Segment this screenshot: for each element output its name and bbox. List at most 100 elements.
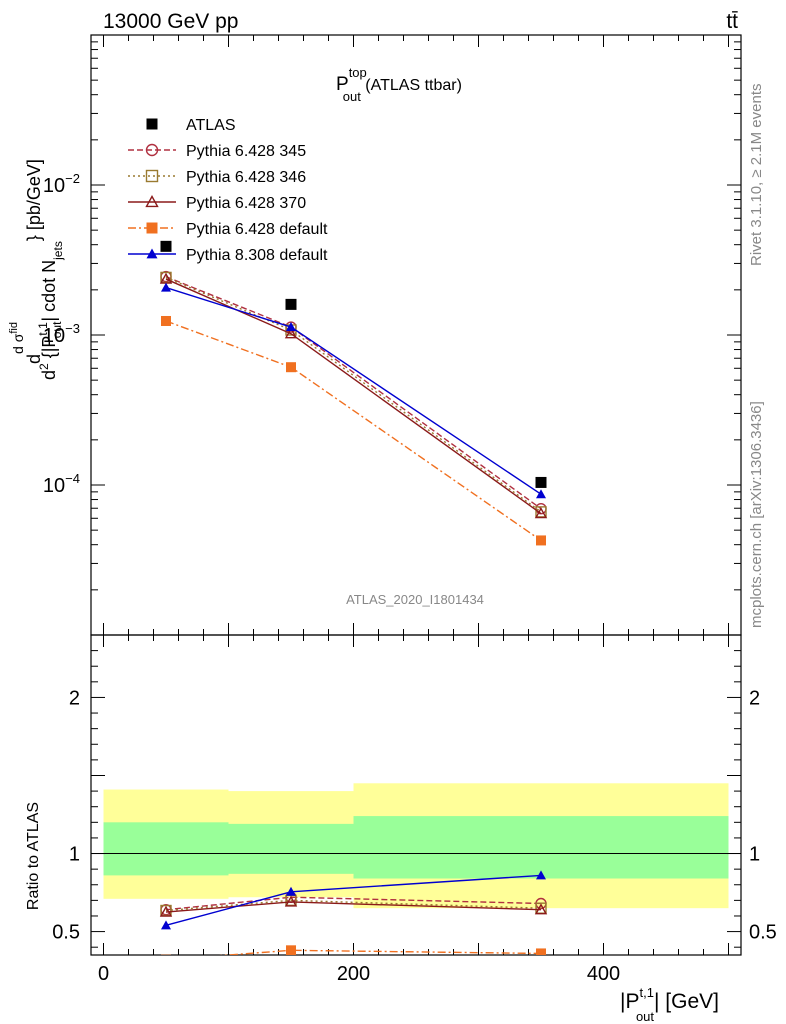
ratio-point-2-0	[159, 905, 173, 917]
x-tick-label-200: 200	[337, 963, 370, 985]
legend-marker	[145, 195, 159, 208]
y-tick-base: 10	[43, 175, 65, 197]
ylab-p: {|P	[39, 336, 59, 364]
header-right: tt̄	[726, 10, 738, 33]
ratio-y-axis-label: Ratio to ATLAS	[25, 802, 42, 910]
point-5-1	[286, 322, 296, 332]
mcplots-label: mcplots.cern.ch [arXiv:1306.3436]	[748, 401, 765, 628]
legend-marker	[145, 143, 159, 157]
ratio-y-tick-label-right: 0.5	[749, 922, 777, 944]
y-tick-exp: −3	[65, 321, 80, 336]
legend-label: Pythia 6.428 346	[186, 169, 306, 186]
green-band-1	[228, 823, 354, 874]
ratio-point-3-2	[536, 948, 546, 955]
y-tick-label: 10−3	[43, 321, 80, 347]
point-4-2	[536, 535, 546, 546]
ratio-plot-frame	[90, 634, 742, 956]
series-5	[161, 282, 546, 499]
legend-entry-3: Pythia 6.428 370	[128, 195, 306, 212]
x-tick-label-400: 400	[587, 963, 620, 985]
ratio-line-1	[165, 899, 542, 912]
rivet-version-label: Rivet 3.1.10, ≥ 2.1M events	[748, 84, 765, 267]
ratio-y-tick-label-left: 0.5	[52, 922, 80, 944]
point-0-0	[160, 240, 172, 252]
xlab-out: out	[636, 1009, 654, 1024]
ratio-point-2-2	[534, 903, 548, 915]
series-line-2	[165, 276, 542, 513]
y-tick-base: 10	[43, 475, 65, 497]
ylab-cdot: | cdot N	[39, 260, 59, 322]
legend-entry-0: ATLAS	[146, 117, 236, 134]
legend-label: ATLAS	[186, 117, 236, 134]
series-0	[160, 240, 547, 488]
ratio-plot-series	[159, 870, 548, 955]
ylab-den: d	[39, 370, 59, 380]
ratio-uncertainty-bands	[91, 783, 741, 909]
y-axis-label: dd σfidd2 {|Pt,1out| cdot Njets} [pb/GeV…	[8, 159, 65, 380]
y-tick-base: 10	[43, 325, 65, 347]
legend-marker	[145, 169, 159, 183]
title-sub: out	[343, 89, 361, 104]
point-0-1	[285, 298, 297, 310]
ratio-plot-axes: 0 200 400 0.5 0.5 1 1 2 2	[52, 634, 777, 985]
legend-marker	[146, 248, 158, 259]
series-1	[160, 270, 547, 515]
y-tick-exp: −2	[65, 171, 80, 186]
series-line-4	[165, 320, 542, 542]
xlab-t1: t,1	[639, 985, 653, 1000]
legend-marker	[146, 118, 158, 130]
analysis-watermark: ATLAS_2020_I1801434	[346, 592, 484, 607]
plot-title: Ptop out (ATLAS ttbar)	[336, 65, 462, 104]
legend-label: Pythia 6.428 default	[186, 221, 328, 238]
ratio-point-2-1	[284, 895, 298, 907]
series-2	[160, 271, 547, 518]
series-line-3	[165, 278, 542, 515]
legend: ATLAS Pythia 6.428 345 Pythia 6.428 346 Pyt…	[128, 117, 328, 264]
legend-entry-5: Pythia 8.308 default	[128, 247, 328, 264]
ylab-fid: fid	[8, 322, 20, 334]
legend-label: Pythia 8.308 default	[186, 247, 328, 264]
xlab-unit: | [GeV]	[654, 990, 719, 1013]
point-5-0	[161, 282, 171, 292]
ratio-series-3	[161, 945, 546, 955]
ratio-line-2	[165, 901, 542, 913]
ratio-y-tick-label-left: 1	[69, 844, 80, 866]
ylab-d: d	[24, 354, 44, 364]
header-left: 13000 GeV pp	[103, 10, 238, 33]
ratio-point-4-0	[161, 920, 171, 930]
legend-label: Pythia 6.428 345	[186, 143, 306, 160]
title-rest: (ATLAS ttbar)	[361, 77, 462, 94]
legend-entry-2: Pythia 6.428 346	[128, 169, 306, 186]
x-axis-label: |Pt,1 out| [GeV]	[620, 985, 719, 1024]
ratio-series-4	[161, 870, 546, 930]
y-tick-exp: −4	[65, 471, 80, 486]
ylab-out: out	[50, 321, 64, 338]
point-4-1	[286, 362, 296, 373]
ylab-num: d σ	[10, 333, 26, 354]
ylab-unit: } [pb/GeV]	[24, 159, 44, 241]
y-tick-label: 10−4	[43, 471, 80, 497]
title-sup: top	[349, 65, 367, 80]
ylab-jets: jets	[51, 241, 65, 261]
series-4	[161, 315, 546, 546]
green-band-0	[103, 822, 229, 876]
ratio-point-4-1	[286, 886, 296, 896]
point-0-2	[535, 476, 547, 488]
point-3-2	[534, 507, 548, 519]
y-axis-label-text: dd σfidd2 {|Pt,1out| cdot Njets} [pb/GeV…	[8, 159, 65, 380]
legend-entry-1: Pythia 6.428 345	[128, 143, 306, 160]
ratio-y-tick-label-right: 2	[749, 687, 760, 709]
ratio-point-3-1	[286, 945, 296, 955]
point-5-2	[536, 489, 546, 499]
ratio-line-0	[165, 896, 542, 911]
ratio-point-3-0	[161, 954, 171, 955]
point-4-0	[161, 315, 171, 326]
series-3	[159, 272, 548, 519]
ratio-series-2	[159, 895, 548, 917]
xlab-bar: |P	[620, 990, 639, 1013]
series-line-5	[165, 286, 542, 495]
legend-marker	[146, 222, 158, 234]
ratio-y-tick-label-right: 1	[749, 844, 760, 866]
legend-label: Pythia 6.428 370	[186, 195, 306, 212]
